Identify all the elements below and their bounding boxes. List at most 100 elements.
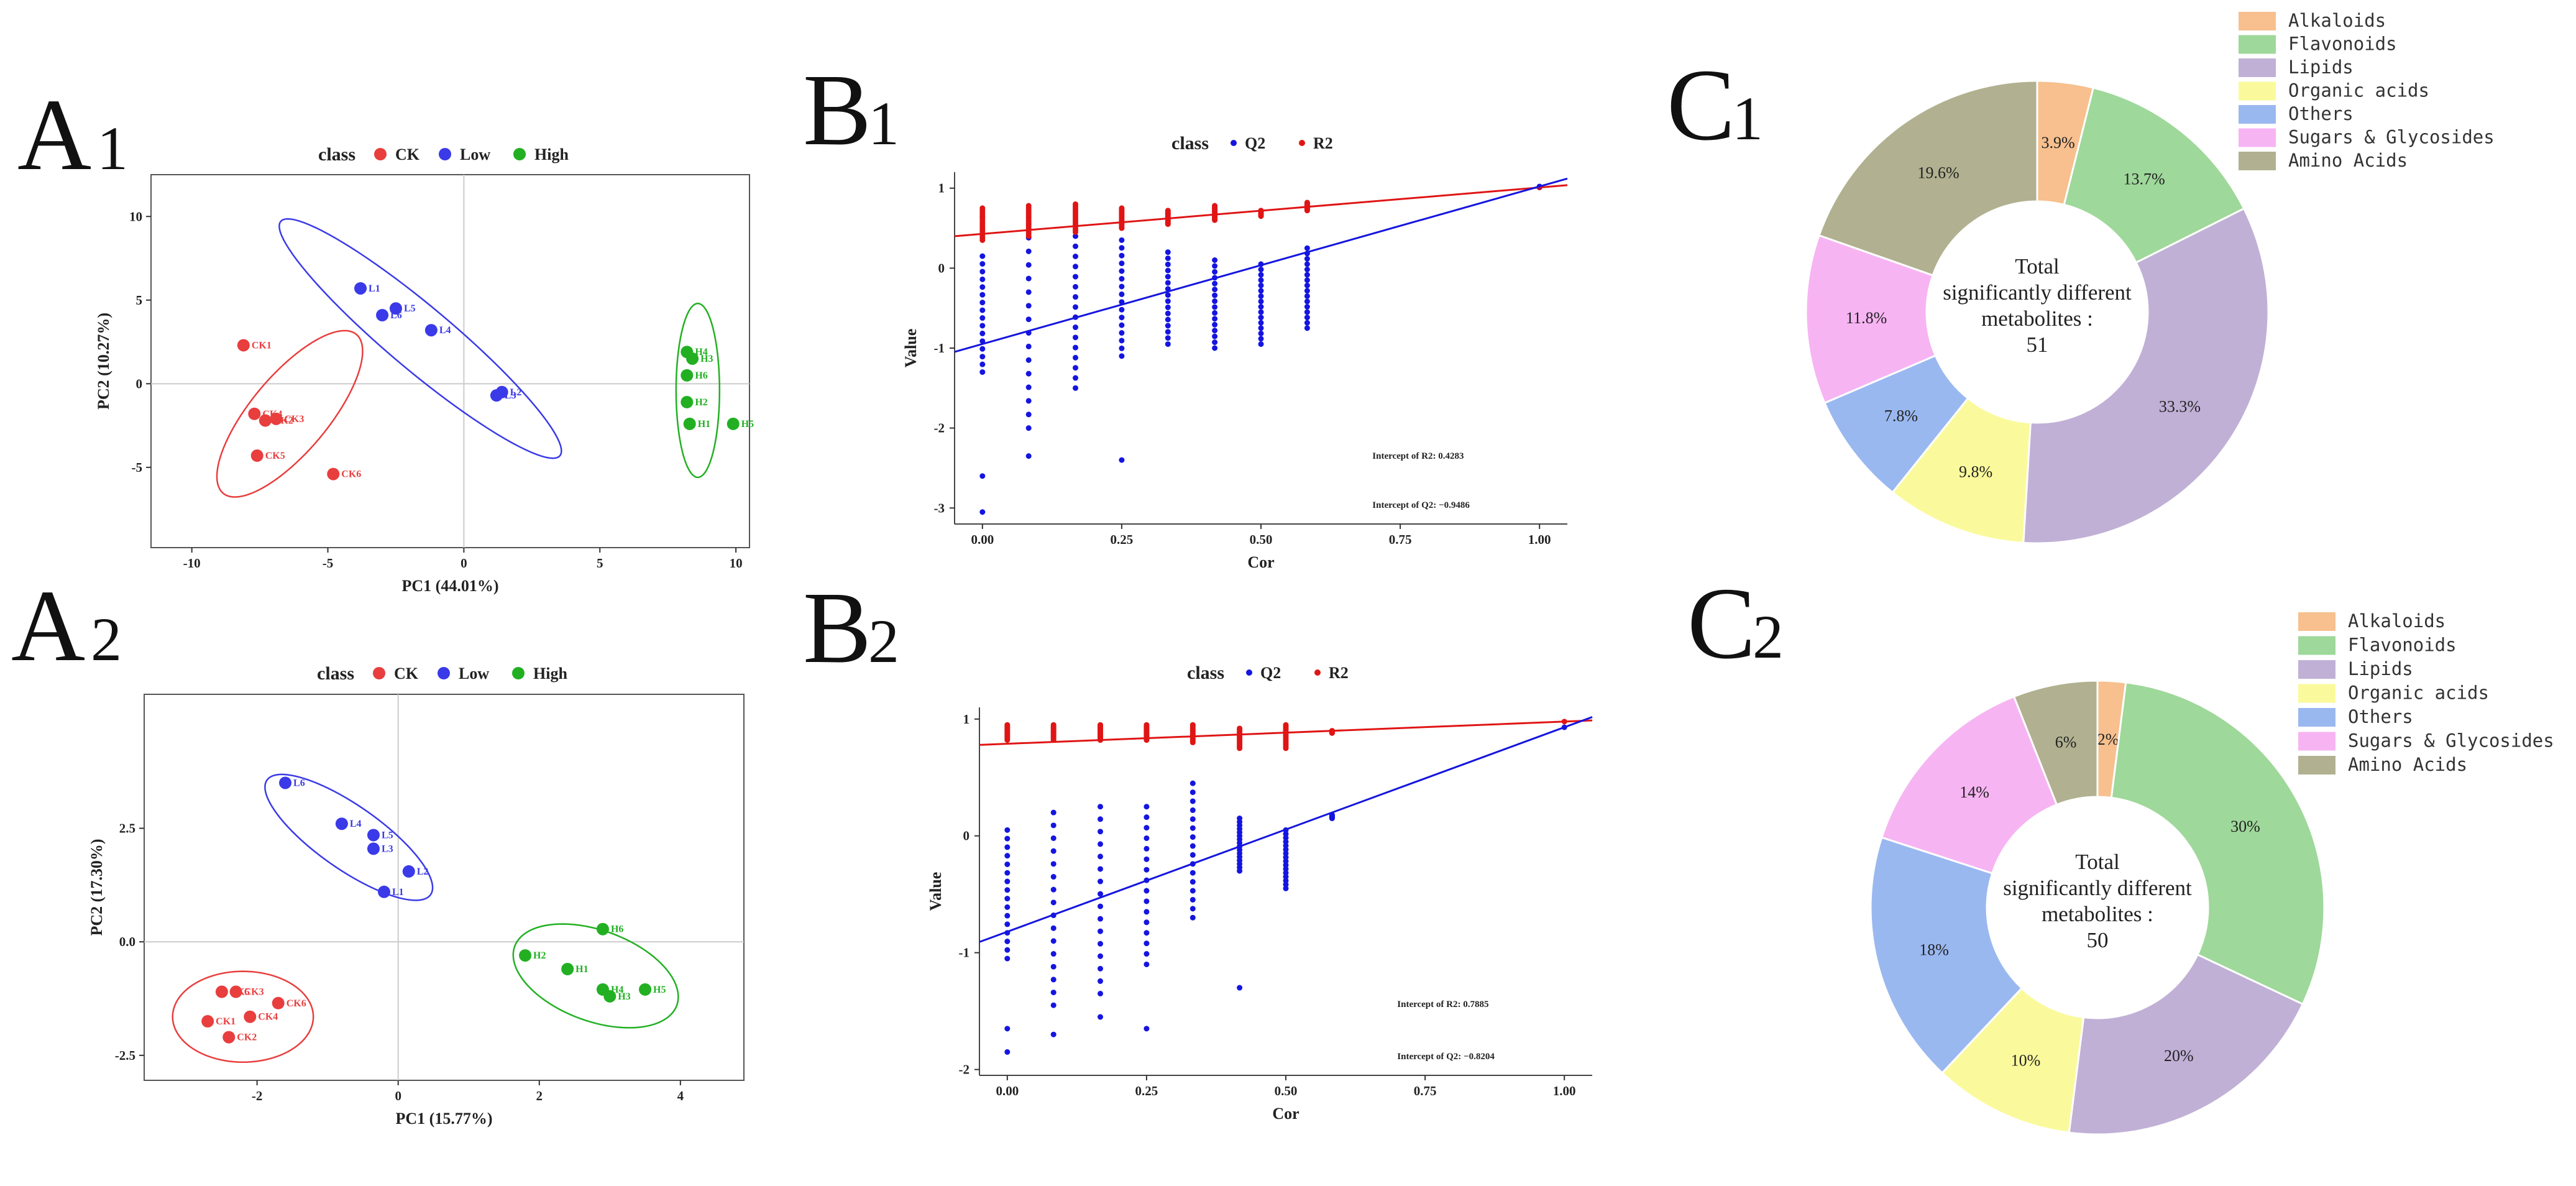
q2-point [1025,303,1032,309]
q2-point-outlier [1004,1026,1011,1032]
q2-point [1304,315,1310,321]
point-h5 [727,417,740,430]
point-h1 [683,417,696,430]
q2-point [1189,906,1196,912]
slice-others [1869,836,2024,1075]
q2-point [1258,341,1264,347]
x-axis-label: Cor [1247,553,1274,571]
q2-point [1189,789,1196,796]
slice-lipids [2068,953,2304,1136]
panel-index: 1 [97,114,128,183]
point-label-ck5: CK5 [265,451,285,461]
center-text-line: Total [2075,850,2120,874]
q2-point [1073,264,1079,270]
q2-point [1004,878,1011,885]
q2-point [1025,289,1032,295]
point-label-ck2: CK2 [237,1032,257,1043]
x-tick-label: 1.00 [1553,1083,1576,1098]
q2-point [1073,283,1079,290]
q2-point [979,307,986,313]
point-ck4 [248,407,261,420]
q2-point [1073,253,1079,259]
legend-label-alkaloids: Alkaloids [2348,610,2445,632]
q2-point [979,269,986,275]
legend-label-q2: Q2 [1260,664,1281,682]
panel-letter: B [803,53,871,167]
q2-point [1050,951,1057,957]
q2-point [979,354,986,360]
center-text-line: significantly different [1943,280,2132,305]
slice-label: 7.8% [1884,407,1918,425]
q2-point [1050,874,1057,880]
slice-label: 2% [2097,730,2119,748]
q2-point [1119,338,1125,344]
q2-point [1004,835,1011,842]
r2-point [1144,722,1150,728]
q2-point [1025,316,1032,323]
y-tick-label: 0 [938,260,945,275]
point-label-ck1: CK1 [252,340,272,351]
point-l1 [354,282,367,295]
q2-point [1189,914,1196,921]
q2-point [1004,912,1011,919]
point-ck3 [229,985,242,998]
legend-label-organic-acids: Organic acids [2348,683,2489,704]
legend-marker-ck [373,667,385,679]
center-text-line: significantly different [2003,876,2192,900]
legend-marker-low [439,148,451,160]
q2-point [1304,304,1310,310]
y-tick-label: 1 [938,181,945,196]
q2-point [1004,827,1011,833]
point-h6 [596,922,609,935]
q2-point [1189,852,1196,858]
slice-sugars-glycosides [1880,695,2058,875]
q2-point [979,315,986,321]
q2-point [1165,323,1171,329]
legend-swatch-organic-acids [2239,81,2276,101]
y-tick-label: 2.5 [119,821,135,836]
r2-point [1283,722,1289,728]
x-tick-label: 1.00 [1528,532,1551,547]
q2-point-outlier [1050,1031,1057,1037]
panel-a1: A 1 -10 -5 0 5 10 -5 0 5 10 PC1 (44.01%) PC2 (10.27%… [17,78,754,595]
q2-point [1098,978,1104,984]
q2-point [1189,879,1196,885]
q2-point [1283,862,1289,868]
q2-point [1119,322,1125,328]
q2-point [1165,255,1171,261]
q2-point [1050,990,1057,996]
q2-point [1025,262,1032,268]
q2-point [1073,344,1079,351]
q2-point-outlier [1004,1049,1011,1055]
x-tick-label: 0.25 [1135,1083,1158,1098]
y-tick-label: -1 [934,341,945,356]
center-text-line: 51 [2027,333,2048,357]
q2-point [1098,878,1104,885]
slice-label: 20% [2164,1047,2194,1065]
panel-letter: A [17,78,91,191]
q2-point [1098,990,1104,996]
q2-point [1025,343,1032,349]
q2-point [1304,261,1310,267]
q2-point [1212,328,1218,334]
q2-point [1165,267,1171,274]
legend-swatch-flavonoids [2298,636,2335,655]
legend-swatch-lipids [2239,58,2276,77]
q2-point [1050,822,1057,829]
point-label-l1: L1 [392,887,404,898]
q2-point [1025,357,1032,363]
point-label-l6: L6 [293,778,305,788]
q2-point [1050,809,1057,816]
y-tick-label: 0 [963,829,970,844]
q2-point-outlier [1237,985,1243,991]
point-label-l5: L5 [404,303,416,314]
q2-point [979,300,986,306]
q2-point [1304,319,1310,326]
q2-point [1098,841,1104,847]
q2-point-outlier [1098,1014,1104,1020]
legend-title: class [1171,133,1209,154]
panel-b2: B2 0.00 0.25 0.50 0.75 1.00 -2 -1 0 1 Cor Value clas… [803,571,1593,1123]
q2-point [1283,870,1289,876]
legend-swatch-amino-acids [2298,756,2335,775]
y-axis-label: PC2 (10.27%) [94,313,112,410]
